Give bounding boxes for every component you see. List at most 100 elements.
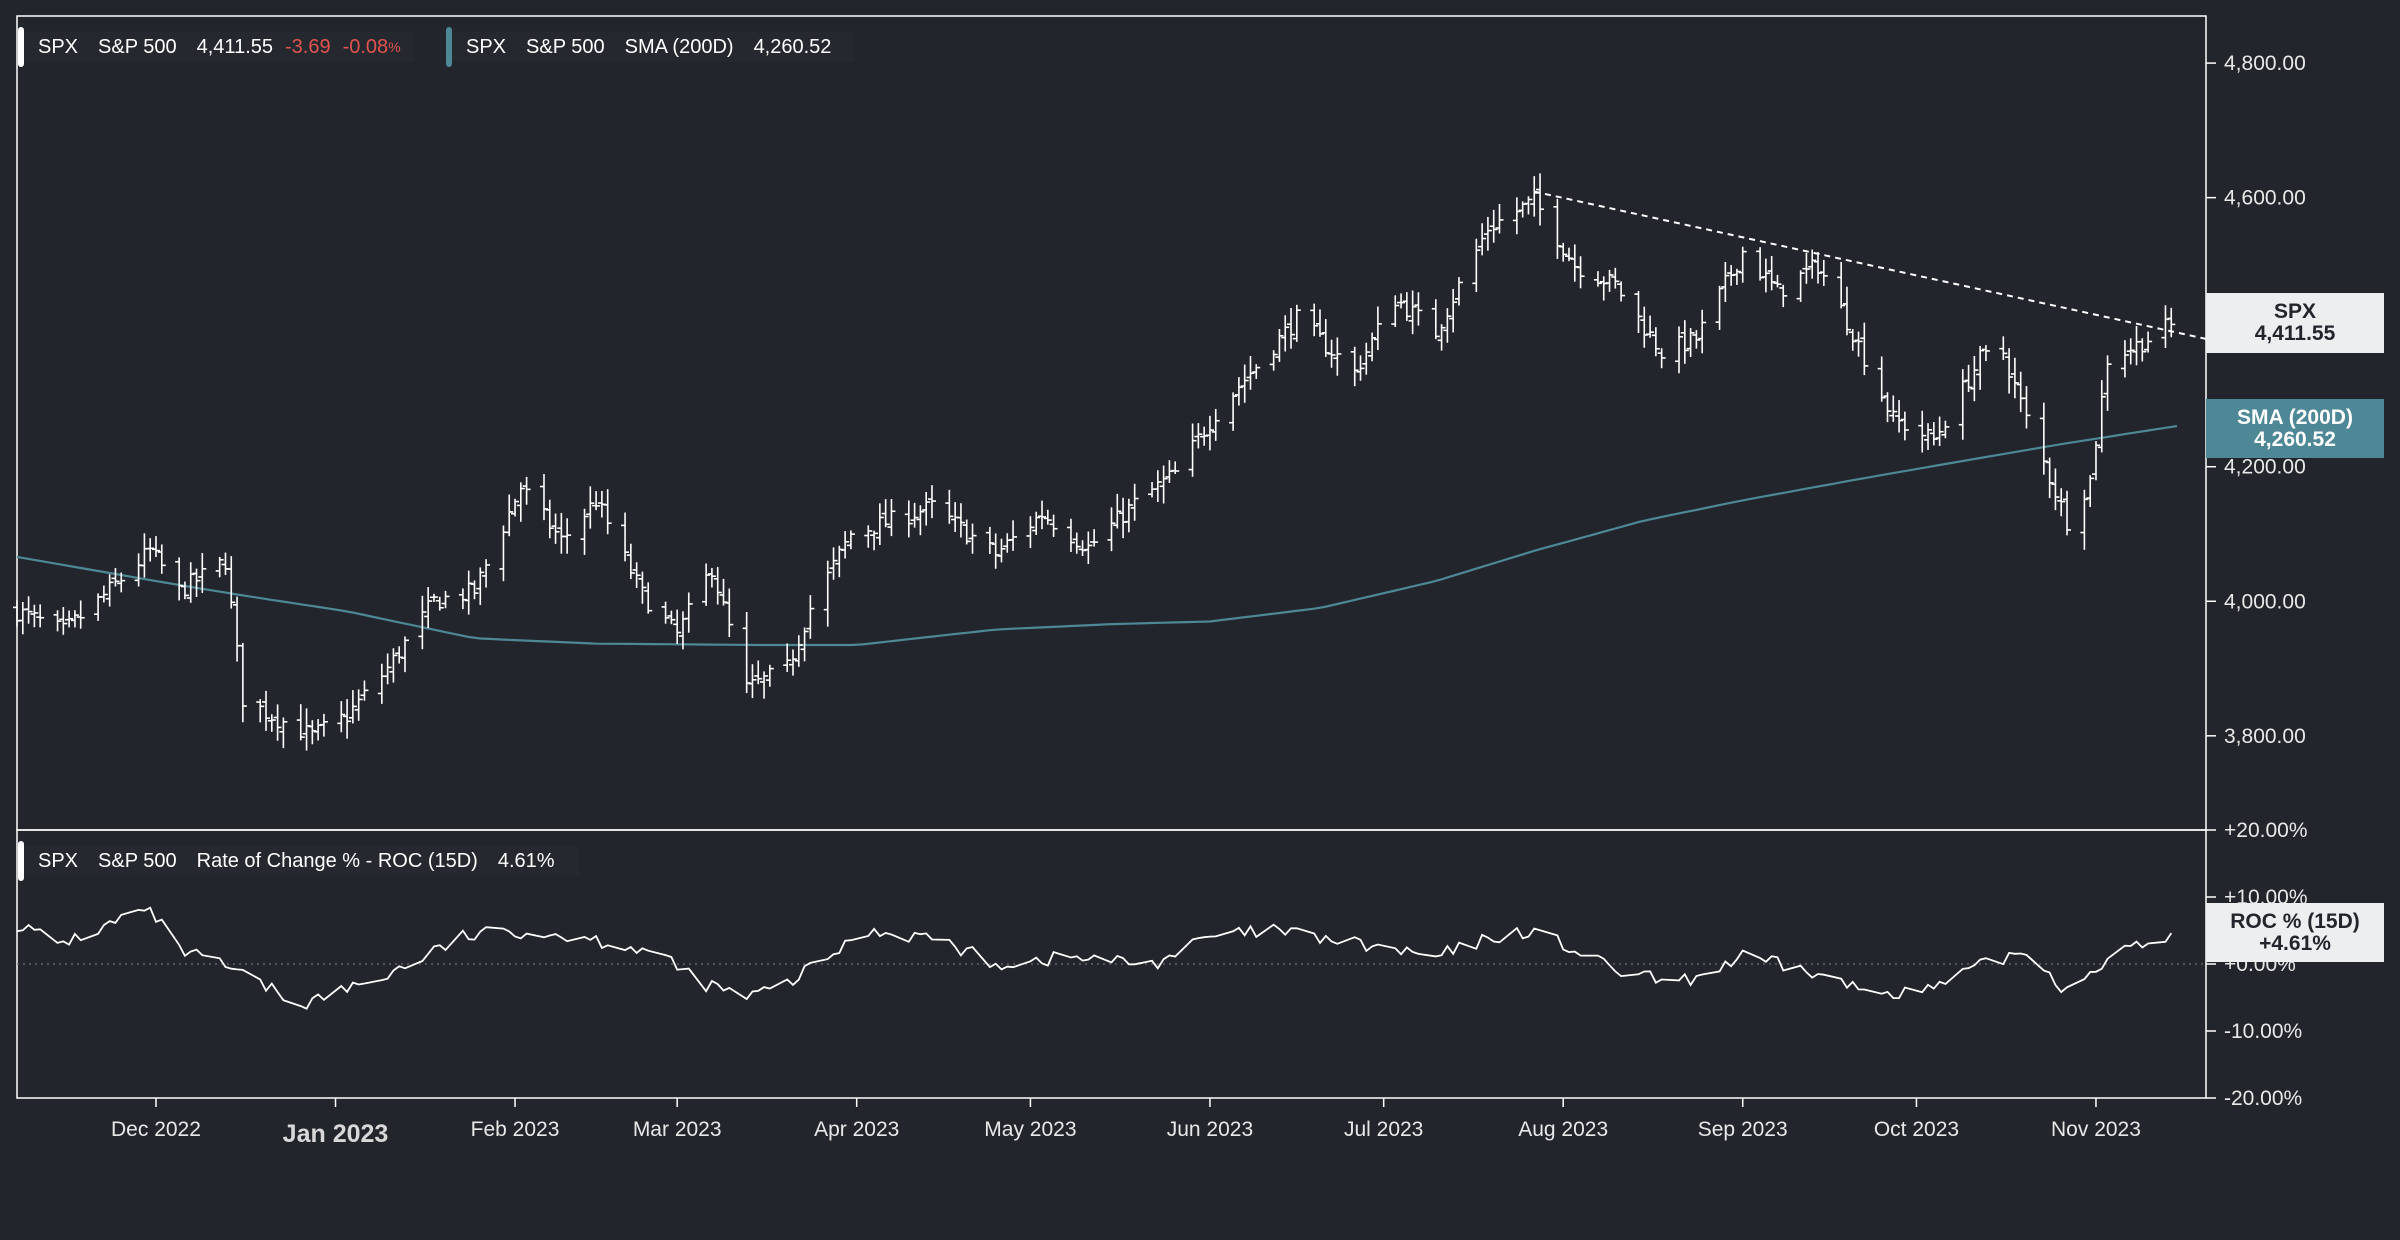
roc-legend[interactable]: SPX S&P 500 Rate of Change % - ROC (15D)…	[18, 841, 579, 881]
x-tick-label: Jan 2023	[283, 1120, 389, 1148]
ohlc-bar	[2016, 371, 2025, 413]
ohlc-bar	[870, 530, 879, 551]
ohlc-bar	[1767, 255, 1776, 291]
ohlc-bar	[1362, 342, 1371, 375]
price-legend-change-pct: -0.08	[342, 35, 389, 58]
ohlc-bar	[1252, 364, 1261, 379]
trendline-layer[interactable]	[1534, 190, 2207, 340]
ohlc-bar	[1188, 423, 1197, 477]
ohlc-bar	[1038, 500, 1047, 530]
ohlc-bar	[1576, 256, 1585, 289]
ohlc-bar	[632, 562, 641, 589]
x-tick-label: Apr 2023	[814, 1118, 899, 1141]
roc-line	[16, 906, 2173, 1010]
ohlc-bar	[2051, 468, 2060, 511]
sma-line	[16, 424, 2178, 647]
ohlc-bar	[1078, 540, 1087, 557]
ohlc-bar	[823, 560, 832, 627]
ohlc-bar	[1327, 339, 1336, 368]
ohlc-bar	[1536, 173, 1545, 226]
ohlc-bar	[76, 600, 85, 629]
ohlc-bar	[881, 499, 890, 528]
ohlc-bar	[2103, 355, 2112, 411]
ohlc-bar	[1732, 268, 1741, 285]
price-legend-last: 4,411.55	[196, 35, 273, 58]
ohlc-bar	[1877, 356, 1886, 402]
price-y-tick-label: 4,800.00	[2224, 52, 2306, 75]
ohlc-bar	[626, 543, 635, 580]
x-tick-label: Sep 2023	[1698, 1118, 1788, 1141]
ohlc-bar	[1495, 203, 1504, 234]
ohlc-bar	[1680, 320, 1689, 364]
ohlc-bar	[841, 531, 850, 559]
ohlc-bar	[2057, 488, 2066, 517]
ohlc-bar	[1165, 460, 1174, 483]
ohlc-bar	[673, 609, 682, 644]
ohlc-bar	[1194, 423, 1203, 449]
ohlc-bar	[661, 601, 670, 624]
sma-legend-ticker: SPX	[466, 35, 507, 58]
ohlc-bar	[2161, 305, 2170, 348]
ohlc-bar	[1999, 336, 2008, 360]
price-y-tick-label: 4,200.00	[2224, 456, 2306, 479]
ohlc-bar	[2080, 489, 2089, 550]
ohlc-bar	[580, 508, 589, 555]
ohlc-bar	[1113, 493, 1122, 529]
ohlc-bar	[887, 499, 896, 537]
ohlc-bar	[2005, 348, 2014, 394]
ohlc-bar	[59, 607, 68, 635]
x-tick-label: Jul 2023	[1344, 1118, 1423, 1141]
ohlc-bar	[1970, 355, 1979, 402]
ohlc-bar	[192, 568, 201, 597]
price-legend-pct-unit: %	[388, 39, 401, 55]
ohlc-bar	[1449, 288, 1458, 333]
ohlc-bar	[545, 499, 554, 539]
price-legend-ticker: SPX	[38, 35, 79, 58]
ohlc-bar	[1715, 285, 1724, 330]
ohlc-bar	[1066, 518, 1075, 552]
ohlc-bar	[262, 690, 271, 731]
ohlc-bar	[1454, 277, 1463, 306]
ohlc-bar	[1646, 315, 1655, 338]
ohlc-bar	[1391, 295, 1400, 327]
ohlc-bar	[962, 519, 971, 545]
price-legend[interactable]: SPX S&P 500 4,411.55 -3.69 -0.08 %	[18, 27, 415, 67]
ohlc-bar	[1958, 369, 1967, 440]
ohlc-bar	[1924, 423, 1933, 450]
ohlc-bar	[684, 592, 693, 633]
ohlc-bar	[418, 595, 427, 650]
roc-legend-swatch	[18, 841, 24, 881]
roc-layer	[16, 906, 2206, 1010]
roc-tag: ROC % (15D) +4.61%	[2206, 903, 2384, 962]
ohlc-bar	[65, 610, 74, 628]
ohlc-bar	[1443, 308, 1452, 343]
ohlc-bar	[348, 690, 357, 724]
ohlc-bar	[53, 610, 62, 632]
ohlc-bar	[1617, 281, 1626, 302]
price-tag-ticker: SPX	[2273, 300, 2317, 323]
ohlc-bar	[256, 699, 265, 723]
ohlc-bar	[134, 553, 143, 587]
ohlc-bar	[215, 556, 224, 578]
ohlc-bar	[922, 491, 931, 526]
ohlc-bar	[788, 649, 797, 676]
x-tick-label: Jun 2023	[1167, 1118, 1253, 1141]
ohlc-bar	[667, 610, 676, 625]
price-tag: SPX 4,411.55	[2206, 293, 2384, 353]
ohlc-bar	[1200, 426, 1209, 446]
ohlc-bar	[1657, 348, 1666, 369]
ohlc-bar	[470, 580, 479, 600]
ohlc-bar	[441, 590, 450, 609]
ohlc-bar	[1814, 252, 1823, 284]
ohlc-bar	[1009, 520, 1018, 551]
ohlc-bar	[2091, 441, 2100, 481]
sma-legend[interactable]: SPX S&P 500 SMA (200D) 4,260.52	[446, 27, 856, 67]
ohlc-bar	[1941, 420, 1950, 439]
ohlc-bar	[592, 491, 601, 511]
ohlc-bar	[1895, 400, 1904, 433]
ohlc-bar	[482, 559, 491, 588]
ohlc-bar	[476, 567, 485, 606]
ohlc-bar	[1738, 246, 1747, 283]
roc-legend-value: 4.61%	[497, 849, 555, 872]
